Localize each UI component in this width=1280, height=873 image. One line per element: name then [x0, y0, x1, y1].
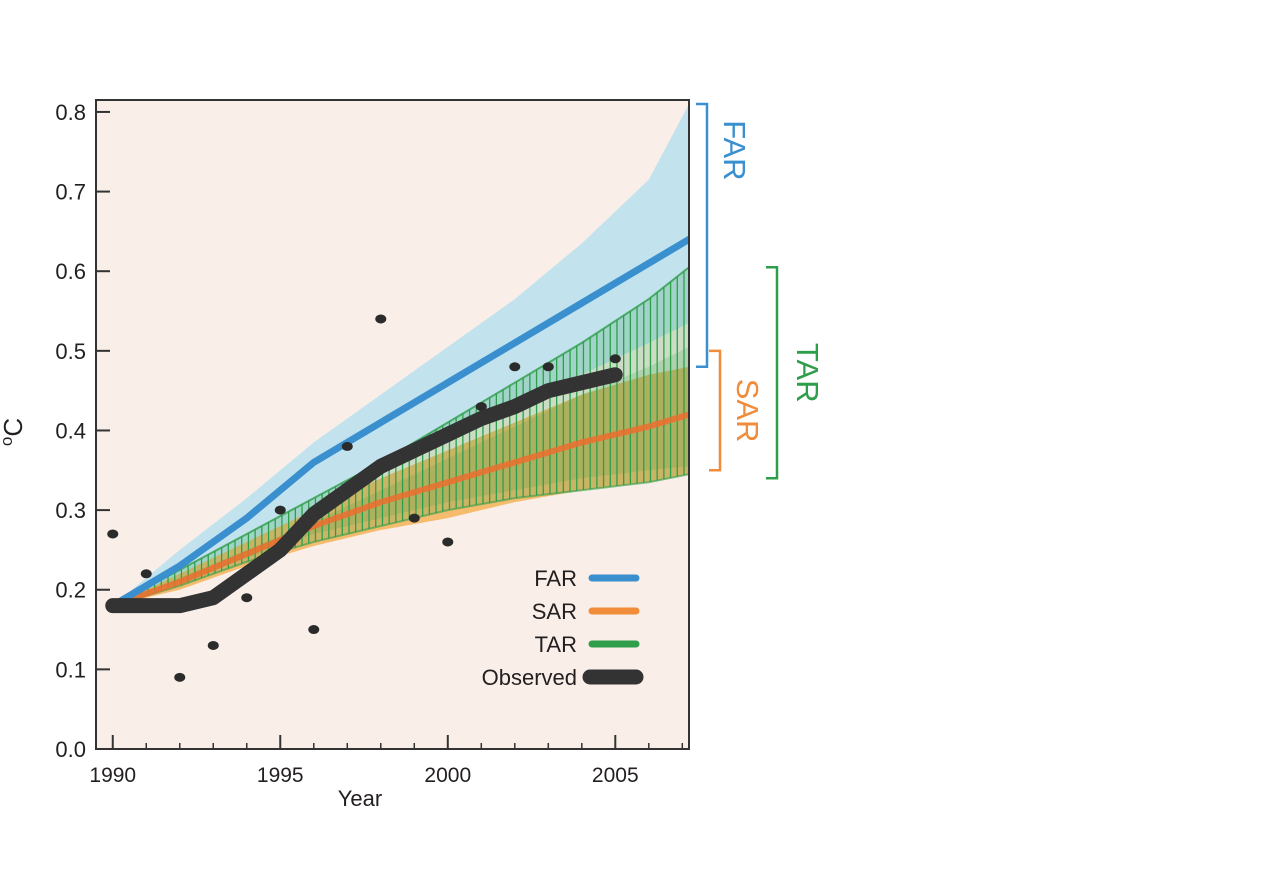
y-tick-label: 0.5 [55, 339, 86, 364]
annual-point [542, 362, 554, 372]
line-observed [105, 367, 623, 614]
band-far [112, 103, 689, 606]
bracket-label-far: FAR [717, 120, 752, 180]
annual-point [140, 569, 152, 579]
y-axis-label-text: oC [0, 418, 28, 446]
annual-point [509, 362, 521, 372]
bracket-label-tar: TAR [790, 343, 825, 403]
y-tick-label: 0.0 [55, 737, 86, 762]
band-tar-inner [112, 346, 689, 606]
x-tick-label: 2005 [592, 764, 639, 787]
legend-label: TAR [535, 632, 577, 657]
annual-point [207, 640, 219, 650]
annual-point [308, 625, 320, 635]
annual-point [174, 672, 186, 682]
x-tick-label: 2000 [424, 764, 471, 787]
y-tick-label: 0.7 [55, 180, 86, 205]
y-tick-label: 0.1 [55, 657, 86, 682]
x-tick-label: 1990 [89, 764, 136, 787]
plot-frame [95, 99, 690, 750]
bracket-sar [709, 349, 722, 472]
y-tick-label: 0.2 [55, 578, 86, 603]
annual-point [107, 529, 119, 539]
y-axis-label: oC [0, 418, 28, 446]
band-tar [112, 267, 689, 606]
annual-point [475, 402, 487, 412]
y-tick-label: 0.4 [55, 418, 86, 443]
annual-points [107, 314, 621, 682]
y-tick-label: 0.3 [55, 498, 86, 523]
annual-point [408, 513, 420, 523]
annual-point [609, 354, 621, 364]
band-sar [112, 366, 689, 606]
legend-label: Observed [482, 665, 577, 690]
legend-label: FAR [534, 566, 577, 591]
y-tick-label: 0.6 [55, 259, 86, 284]
x-tick-label: 1995 [257, 764, 304, 787]
y-tick-label: 0.8 [55, 100, 86, 125]
annual-point [274, 505, 286, 515]
annual-point [442, 537, 454, 547]
line-far [109, 235, 689, 610]
line-sar [111, 411, 689, 609]
annual-point [241, 593, 253, 603]
bracket-far [696, 102, 709, 369]
legend-label: SAR [532, 599, 577, 624]
bracket-tar [766, 265, 779, 480]
annual-point [341, 441, 353, 451]
annual-point [375, 314, 387, 324]
bracket-label-sar: SAR [730, 379, 765, 443]
x-axis-label: Year [338, 786, 382, 811]
